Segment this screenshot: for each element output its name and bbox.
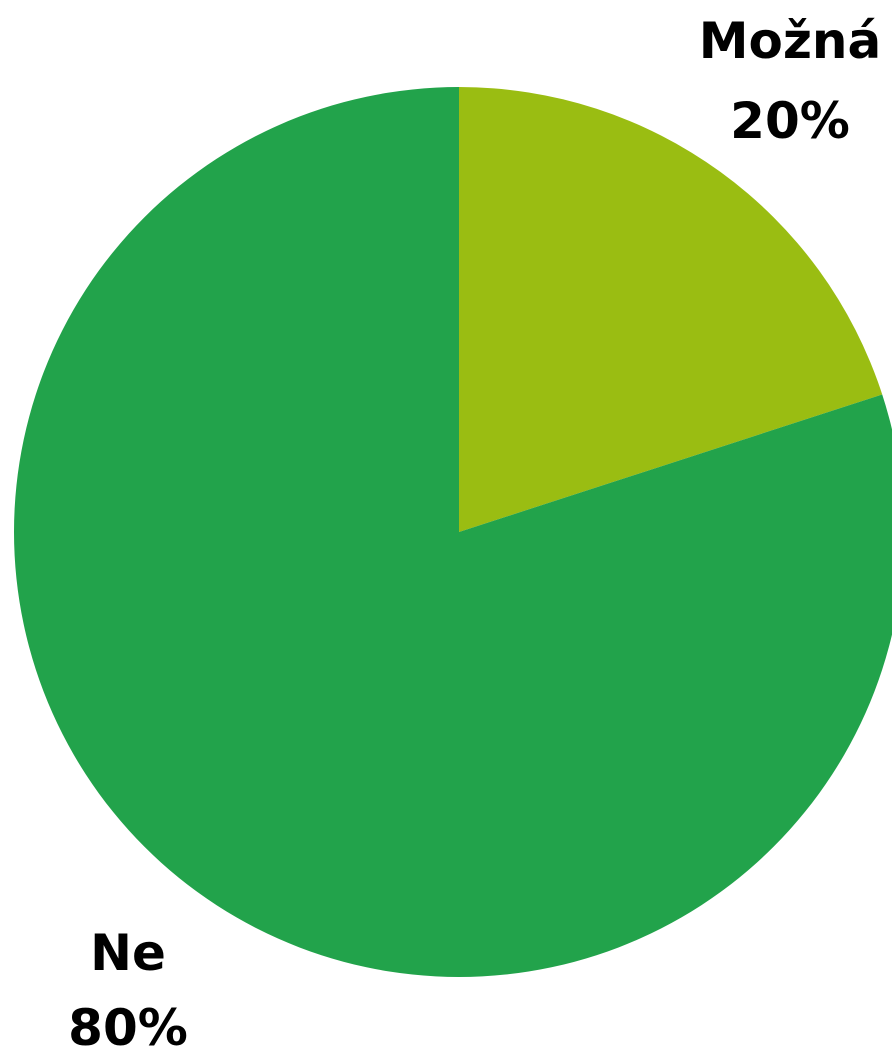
pie-slice-ne [13, 87, 892, 977]
pie-labels: Možná 20% Ne 80% [68, 12, 881, 1051]
slice-value-mozna: 20% [730, 92, 850, 150]
slice-value-ne: 80% [68, 999, 188, 1051]
pie-slices [13, 87, 892, 977]
pie-slice-mozna [459, 87, 883, 532]
slice-label-mozna: Možná [699, 12, 882, 70]
slice-label-ne: Ne [90, 924, 166, 982]
